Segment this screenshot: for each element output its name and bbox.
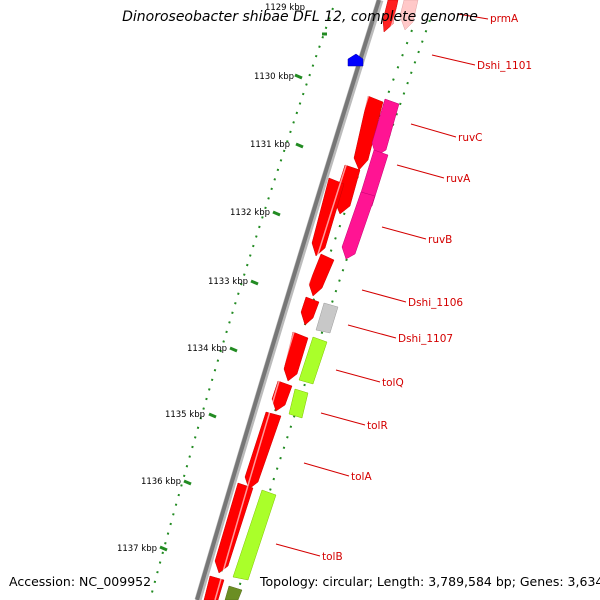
- scale-tick: [208, 412, 217, 419]
- gene-feature-olive[interactable]: [224, 585, 243, 600]
- gene-label-Dshi_1106[interactable]: Dshi_1106: [408, 297, 463, 309]
- leader-line: [431, 54, 476, 66]
- scale-label: 1136 kbp: [141, 477, 181, 487]
- leader-line: [320, 412, 366, 426]
- gene-label-tolQ[interactable]: tolQ: [382, 377, 404, 389]
- scale-label: 1131 kbp: [250, 140, 290, 150]
- scale-tick: [159, 545, 168, 552]
- gene-label-tolR[interactable]: tolR: [367, 420, 388, 432]
- gene-feature-ruvC[interactable]: [353, 95, 384, 171]
- gene-label-ruvB[interactable]: ruvB: [428, 234, 452, 246]
- gene-feature-Dshi_1106[interactable]: [308, 253, 335, 297]
- scale-ticks: [159, 32, 327, 552]
- gene-label-Dshi_1101[interactable]: Dshi_1101: [477, 60, 532, 72]
- reverse-track: [224, 0, 419, 600]
- gene-label-tolB[interactable]: tolB: [322, 551, 343, 563]
- leader-line: [381, 226, 427, 240]
- scale-label: 1132 kbp: [230, 208, 270, 218]
- leader-line: [347, 324, 397, 339]
- scale-label: 1130 kbp: [254, 72, 294, 82]
- gene-feature-Dshi_1107[interactable]: [300, 296, 320, 326]
- leader-line: [303, 462, 350, 477]
- topology-text: Topology: circular; Length: 3,789,584 bp…: [260, 574, 600, 589]
- gene-feature-ruvB[interactable]: [311, 177, 345, 257]
- genome-backbone: [195, 0, 381, 600]
- accession-text: Accession: NC_009952: [9, 574, 152, 589]
- scale-label: 1129 kbp: [265, 3, 305, 13]
- gene-label-ruvC[interactable]: ruvC: [458, 132, 483, 144]
- scale-tick: [295, 142, 304, 149]
- leader-line: [457, 13, 489, 20]
- scale-label: 1135 kbp: [165, 410, 205, 420]
- scale-tick: [183, 479, 192, 486]
- gene-label-Dshi_1107[interactable]: Dshi_1107: [398, 333, 453, 345]
- scale-tick: [229, 346, 238, 353]
- gene-feature-tolR-outer[interactable]: [288, 388, 309, 419]
- scale-tick: [294, 73, 303, 80]
- scale-tick: [250, 279, 259, 286]
- leader-line: [396, 164, 445, 179]
- map-title: Dinoroseobacter shibae DFL 12, complete …: [122, 9, 478, 25]
- gene-feature-tolB-outer[interactable]: [232, 489, 277, 581]
- gene-feature-tolA[interactable]: [244, 411, 282, 490]
- scale-label: 1133 kbp: [208, 277, 248, 287]
- gene-feature-Dshi_1101[interactable]: [399, 0, 419, 31]
- scale-tick: [272, 210, 281, 217]
- gene-feature-tolQ[interactable]: [283, 331, 309, 382]
- scale-label: 1134 kbp: [187, 344, 227, 354]
- gene-label-tolA[interactable]: tolA: [351, 471, 372, 483]
- label-leaders: [275, 13, 489, 557]
- leader-line: [335, 369, 381, 383]
- cds-track: [203, 0, 399, 600]
- leader-line: [410, 123, 457, 138]
- gene-feature-ruvB-outer[interactable]: [341, 191, 376, 260]
- outer-track-edge: [214, 0, 401, 600]
- leader-line: [361, 289, 407, 303]
- gene-label-ruvA[interactable]: ruvA: [446, 173, 471, 185]
- gene-feature-Dshi_1107-outer[interactable]: [315, 302, 339, 334]
- scale-label: 1137 kbp: [117, 544, 157, 554]
- gene-feature-tolQ-outer[interactable]: [298, 336, 328, 385]
- leader-line: [275, 543, 321, 557]
- position-marker-icon[interactable]: [347, 53, 364, 67]
- gene-label-prmA[interactable]: prmA: [490, 13, 519, 25]
- gene-feature-next[interactable]: [203, 575, 225, 600]
